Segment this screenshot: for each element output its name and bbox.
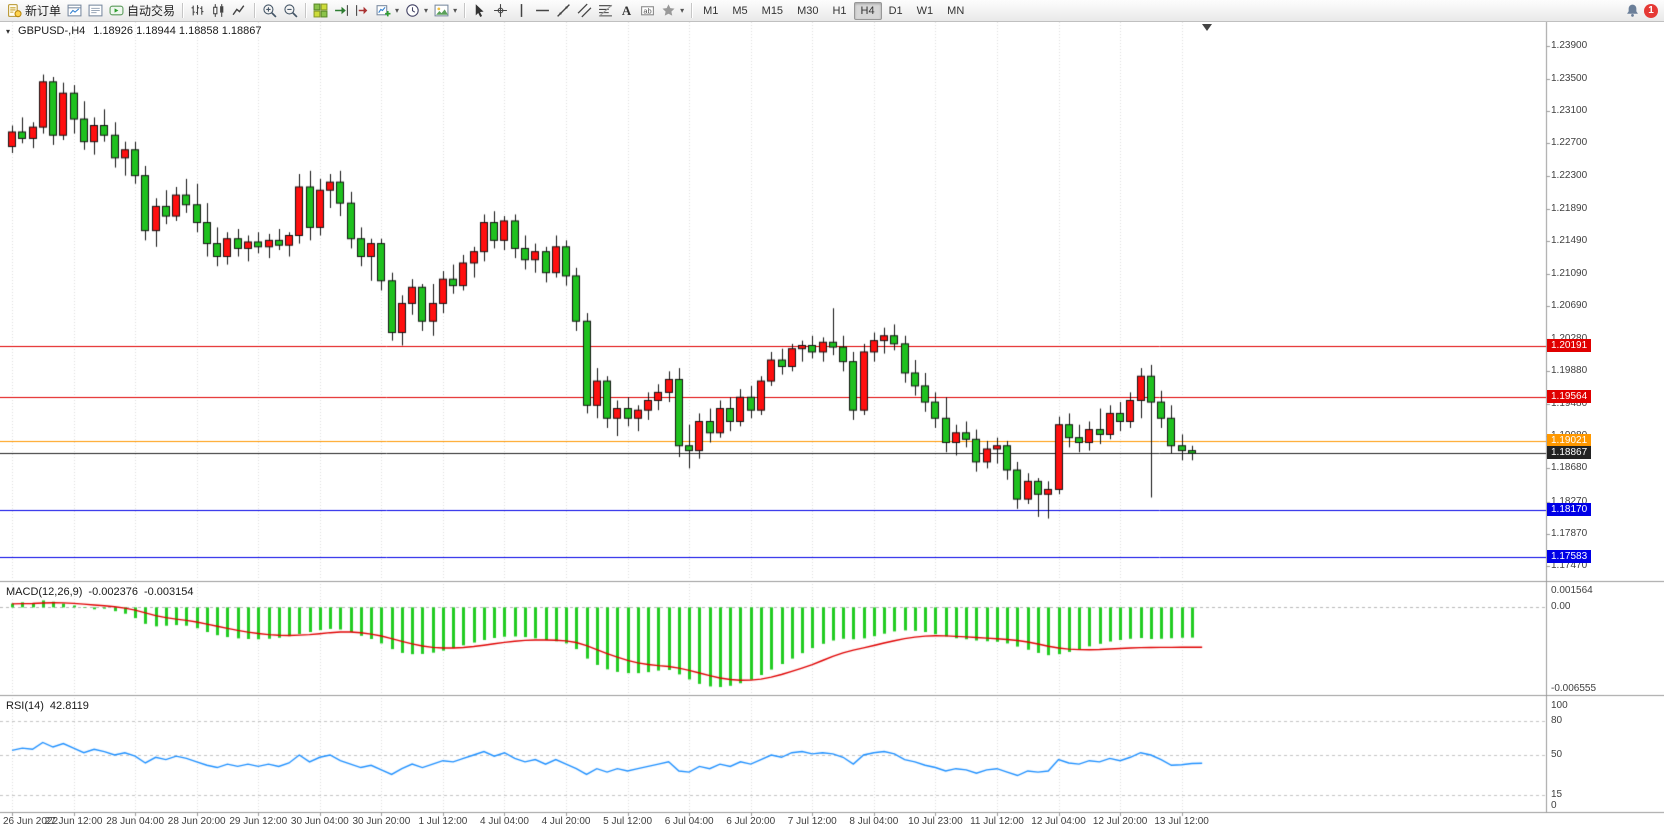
fibonacci-button[interactable] [595,1,616,21]
dropdown-arrow-icon: ▾ [453,6,458,15]
rsi-indicator-label: RSI(14) 42.8119 [6,700,89,712]
new-order-button-label: 新订单 [25,4,62,18]
chart-header: ▾ GBPUSD-,H4 1.18926 1.18944 1.18858 1.1… [6,25,261,37]
zoom-out-icon [283,3,298,18]
autotrade-button[interactable]: 自动交易 [106,1,178,21]
bar-chart-icon [190,3,205,18]
zoom-in-icon [262,3,277,18]
dropdown-arrow-icon: ▾ [395,6,400,15]
timeframe-d1-button[interactable]: D1 [888,4,903,17]
toolbar-separator [691,3,693,18]
timeframe-h1-button[interactable]: H1 [832,4,847,17]
vline-icon [514,3,529,18]
channel-icon [577,3,592,18]
macd-signal-value: -0.003154 [143,586,194,598]
line-chart-button[interactable] [229,1,250,21]
chart-window: ▾ GBPUSD-,H4 1.18926 1.18944 1.18858 1.1… [0,22,1664,832]
new-order-button[interactable]: 新订单 [4,1,64,21]
fibonacci-icon [598,3,613,18]
vertical-line-button[interactable] [511,1,532,21]
rsi-name: RSI(14) [6,700,44,712]
dropdown-arrow-icon: ▾ [680,6,685,15]
new-order-icon [7,3,22,18]
price-chart-canvas[interactable] [0,22,1664,832]
zoom-out-button[interactable] [280,1,301,21]
autotrade-button-label: 自动交易 [127,4,176,18]
text-label-button[interactable]: ab [637,1,658,21]
horizontal-line-button[interactable] [532,1,553,21]
label-icon: ab [640,3,655,18]
chart-ohlc-values: 1.18926 1.18944 1.18858 1.18867 [93,25,262,37]
trendline-button[interactable] [553,1,574,21]
template-icon [434,3,449,18]
timeframe-h4-button[interactable]: H4 [853,1,882,20]
macd-main-value: -0.002376 [88,586,138,598]
periods-button[interactable]: ▾ [402,1,431,21]
templates-button[interactable]: ▾ [431,1,460,21]
toolbar-separator [464,3,466,18]
tile-windows-button[interactable] [310,1,331,21]
new-chart-button[interactable]: ▾ [373,1,402,21]
rsi-value: 42.8119 [49,700,89,712]
macd-indicator-label: MACD(12,26,9) -0.002376 -0.003154 [6,586,194,598]
crosshair-icon [493,3,508,18]
text-icon: A [619,3,634,18]
cursor-icon [472,3,487,18]
chart-shift-marker-icon[interactable] [1202,24,1212,31]
chart-window-icon [67,3,82,18]
timeframe-m15-button[interactable]: M15 [761,4,784,17]
candlestick-chart-button[interactable] [208,1,229,21]
autotrade-icon [109,3,124,18]
crosshair-button[interactable] [490,1,511,21]
bar-chart-button[interactable] [187,1,208,21]
auto-scroll-button[interactable] [331,1,352,21]
toolbar-separator [254,3,256,18]
timeframe-mn-button[interactable]: MN [947,4,965,17]
macd-name: MACD(12,26,9) [6,586,83,598]
chart-symbol-period: GBPUSD-,H4 [18,25,86,37]
toolbar-right-group: 1 [1625,3,1660,18]
toolbar-separator [305,3,307,18]
notifications-icon[interactable] [1625,3,1640,18]
timeframe-m1-button[interactable]: M1 [703,4,719,17]
cursor-button[interactable] [469,1,490,21]
trendline-icon [556,3,571,18]
toolbar-separator [182,3,184,18]
tile-windows-icon [313,3,328,18]
line-chart-icon [232,3,247,18]
arrows-button[interactable]: ▾ [658,1,687,21]
data-window-button[interactable] [85,1,106,21]
chart-collapse-icon[interactable]: ▾ [6,26,11,36]
zoom-in-button[interactable] [259,1,280,21]
equidistant-channel-button[interactable] [574,1,595,21]
text-button[interactable]: A [616,1,637,21]
chart-shift-icon [355,3,370,18]
hline-icon [535,3,550,18]
market-watch-button[interactable] [64,1,85,21]
notification-badge[interactable]: 1 [1644,3,1658,18]
timeframe-m5-button[interactable]: M5 [732,4,748,17]
shapes-icon [661,3,676,18]
candle-chart-icon [211,3,226,18]
svg-text:A: A [622,4,632,18]
auto-scroll-icon [334,3,349,18]
timeframe-w1-button[interactable]: W1 [916,4,934,17]
dropdown-arrow-icon: ▾ [424,6,429,15]
clock-icon [405,3,420,18]
svg-text:ab: ab [643,6,651,15]
chart-shift-button[interactable] [352,1,373,21]
new-chart-icon [376,3,391,18]
data-window-icon [88,3,103,18]
timeframe-m30-button[interactable]: M30 [797,4,819,17]
